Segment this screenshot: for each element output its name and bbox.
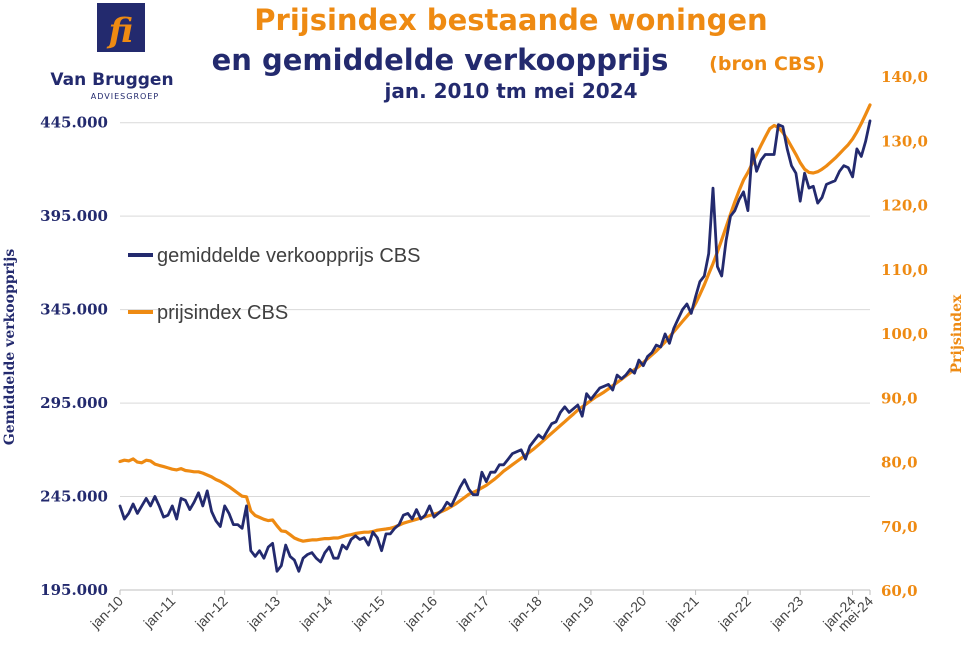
y-tick-label-left: 295.000 xyxy=(40,394,108,412)
x-tick-label: jan-13 xyxy=(244,593,284,633)
y-axis-left-label: Gemiddelde verkoopprijs xyxy=(2,249,18,446)
x-tick-label: jan-16 xyxy=(401,593,441,633)
y-tick-label-right: 80,0 xyxy=(881,454,918,472)
y-tick-label-right: 110,0 xyxy=(881,261,928,279)
y-tick-label-left: 445.000 xyxy=(40,114,108,132)
chart-subtitle: jan. 2010 tm mei 2024 xyxy=(383,79,637,103)
y-axis-right-ticks: 60,0 70,0 80,0 90,0 100,0 110,0 120,0 130,0 140,… xyxy=(881,68,928,600)
y-tick-label-left: 245.000 xyxy=(40,488,108,506)
y-axis-right-label: Prijsindex xyxy=(949,294,965,373)
x-axis-ticks: jan-10 jan-11 jan-12 jan-13 jan-14 jan-15 jan-… xyxy=(87,590,876,634)
x-tick-label: jan-17 xyxy=(453,593,493,633)
y-tick-label-left: 395.000 xyxy=(40,207,108,225)
logo-mark-background xyxy=(97,3,145,52)
y-tick-label-right: 130,0 xyxy=(881,132,928,150)
legend: gemiddelde verkoopprijs CBS prijsindex C… xyxy=(128,245,420,324)
legend-label-verkoopprijs: gemiddelde verkoopprijs CBS xyxy=(157,245,420,267)
x-tick-label: jan-12 xyxy=(191,593,231,633)
y-tick-label-right: 100,0 xyxy=(881,325,928,343)
y-tick-label-left: 345.000 xyxy=(40,301,108,319)
y-axis-left-ticks: 195.000 245.000 295.000 345.000 395.000 445.0… xyxy=(40,114,108,599)
x-tick-label: jan-19 xyxy=(558,593,598,633)
y-tick-label-right: 90,0 xyxy=(881,389,918,407)
x-tick-label: jan-23 xyxy=(767,593,807,633)
logo-mark: fi xyxy=(106,11,134,51)
y-tick-label-right: 70,0 xyxy=(881,518,918,536)
x-tick-label: jan-21 xyxy=(662,593,702,633)
series-line-verkoopprijs xyxy=(118,119,872,573)
legend-label-prijsindex: prijsindex CBS xyxy=(157,302,288,324)
chart-title-source: (bron CBS) xyxy=(709,53,825,75)
y-tick-label-left: 195.000 xyxy=(40,581,108,599)
x-tick-label: jan-18 xyxy=(505,593,545,633)
x-tick-label: jan-14 xyxy=(296,593,336,633)
x-tick-label: jan-20 xyxy=(610,593,650,633)
series-line-prijsindex xyxy=(118,103,872,543)
y-tick-label-right: 140,0 xyxy=(881,68,928,86)
chart-title-line1: Prijsindex bestaande woningen xyxy=(254,3,767,37)
x-tick-label: jan-11 xyxy=(140,593,179,632)
logo-name: Van Bruggen xyxy=(50,70,173,90)
logo: fi Van Bruggen ADVIESGROEP xyxy=(50,3,174,101)
logo-subtitle: ADVIESGROEP xyxy=(91,92,159,101)
x-tick-label: jan-22 xyxy=(714,593,754,633)
x-tick-label: jan-15 xyxy=(348,593,388,633)
y-tick-label-right: 120,0 xyxy=(881,197,928,215)
y-tick-label-right: 60,0 xyxy=(881,582,918,600)
chart-title-line2: en gemiddelde verkoopprijs xyxy=(212,43,669,77)
